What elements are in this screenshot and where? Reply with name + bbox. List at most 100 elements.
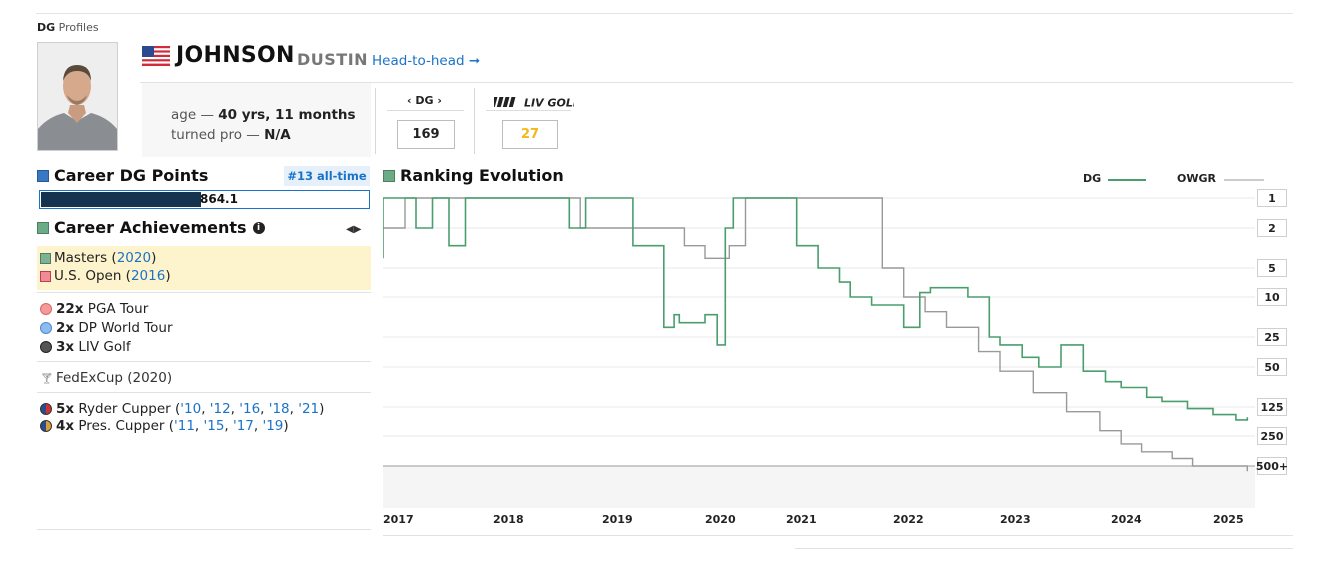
divider — [37, 361, 371, 362]
us-flag-icon — [142, 46, 170, 66]
cup-year-link[interactable]: '11 — [174, 418, 195, 434]
cup-year-link[interactable]: '10 — [180, 401, 202, 417]
rank-tick-label: 2 — [1257, 219, 1287, 237]
player-turned-pro: turned pro — N/A — [171, 127, 291, 143]
player-age: age — 40 yrs, 11 months — [171, 107, 356, 123]
year-tick-label: 2023 — [1000, 513, 1031, 526]
dg-rank-underline — [387, 110, 464, 111]
career-points-bar-fill — [41, 192, 201, 207]
year-tick-label: 2019 — [602, 513, 633, 526]
career-achievements-title-text: Career Achievements — [54, 218, 247, 237]
liv-golf-wordmark: LIV GOLF — [524, 97, 574, 110]
brand-label[interactable]: DG Profiles — [37, 21, 99, 34]
career-achievements-title: Career Achievements i — [37, 218, 265, 237]
player-bio-panel — [142, 83, 371, 157]
year-tick-label: 2018 — [493, 513, 524, 526]
rank-tick-label: 10 — [1257, 288, 1287, 306]
achievements-arrows-icon[interactable]: ◀▶ — [346, 224, 362, 235]
wins-liv-golf: 3x LIV Golf — [40, 339, 131, 355]
major-name: Masters — [54, 250, 108, 266]
legend-dg-swatch — [1108, 179, 1146, 181]
year-tick-label: 2020 — [705, 513, 736, 526]
ryder-cup: 5x Ryder Cupper ('10, '12, '16, '18, '21… — [40, 401, 324, 417]
cup-label: Pres. Cupper — [78, 418, 165, 434]
liv-rank-value: 27 — [502, 120, 558, 149]
turned-pro-value: N/A — [264, 127, 291, 143]
tour-name: DP World Tour — [78, 320, 173, 336]
rank-tick-label: 250 — [1257, 427, 1287, 445]
dg-rank-header[interactable]: ‹ DG › — [407, 94, 442, 107]
series-line-owgr — [383, 197, 1248, 472]
year-tick-label: 2025 — [1213, 513, 1244, 526]
majors-panel — [37, 246, 371, 290]
cup-year-link[interactable]: '15 — [203, 418, 225, 434]
major-us-open: U.S. Open (2016) — [40, 268, 171, 284]
pga-tour-circle-icon — [40, 303, 52, 315]
player-last-name: JOHNSON — [176, 43, 295, 68]
brand-suffix: Profiles — [58, 21, 99, 34]
page-bottom-divider — [795, 548, 1293, 549]
top-divider — [36, 13, 1293, 14]
win-count: 2x — [56, 320, 75, 336]
masters-square-icon — [40, 252, 51, 264]
ranking-evolution-title: Ranking Evolution — [383, 166, 564, 185]
unranked-zone — [383, 466, 1255, 508]
major-year-link[interactable]: 2020 — [116, 250, 152, 266]
cup-year-link[interactable]: '17 — [233, 418, 254, 434]
legend-owgr-swatch — [1224, 179, 1264, 181]
rank-tick-label: 25 — [1257, 328, 1287, 346]
major-year-link[interactable]: 2016 — [130, 268, 166, 284]
wins-pga-tour: 22x PGA Tour — [40, 301, 148, 317]
cup-year-link[interactable]: '16 — [239, 401, 261, 417]
legend-owgr-label: OWGR — [1177, 172, 1216, 185]
career-points-value: 864.1 — [200, 192, 238, 206]
info-icon[interactable]: i — [252, 221, 265, 234]
legend-owgr: OWGR — [1177, 172, 1216, 185]
ranking-evolution-title-text: Ranking Evolution — [400, 166, 564, 185]
player-first-name: DUSTIN — [297, 50, 369, 69]
cup-count: 5x — [56, 401, 75, 417]
dg-rank-value: 169 — [397, 120, 455, 149]
dp-world-tour-circle-icon — [40, 322, 52, 334]
rank-tick-label: 125 — [1257, 398, 1287, 416]
left-bottom-divider — [37, 529, 371, 530]
career-points-title: Career DG Points — [37, 166, 208, 185]
cup-year-link[interactable]: '21 — [298, 401, 320, 417]
cup-year-link[interactable]: '12 — [209, 401, 231, 417]
achievements-square-icon — [37, 221, 49, 234]
liv-golf-logo-mark: LIV GOLF — [490, 97, 581, 110]
cup-year-link[interactable]: '19 — [262, 418, 284, 434]
cup-year-link[interactable]: '18 — [268, 401, 290, 417]
liv-golf-circle-icon — [40, 341, 52, 353]
career-points-square-icon — [37, 169, 49, 182]
age-value: 40 yrs, 11 months — [218, 107, 356, 123]
win-count: 3x — [56, 339, 75, 355]
player-info-box — [140, 82, 1293, 160]
turned-pro-label: turned pro — — [171, 127, 265, 143]
liv-rank-underline — [486, 110, 571, 111]
cup-label: Ryder Cupper — [78, 401, 171, 417]
legend-dg-label: DG — [1083, 172, 1102, 185]
year-tick-label: 2017 — [383, 513, 414, 526]
tour-name: PGA Tour — [87, 301, 149, 317]
rank-tick-label: 500+ — [1256, 457, 1288, 475]
all-time-rank-badge: #13 all-time — [284, 166, 370, 186]
tour-name: LIV Golf — [78, 339, 131, 355]
chart-bottom-divider — [383, 535, 1293, 536]
legend-dg: DG — [1083, 172, 1101, 185]
rank-divider — [375, 88, 376, 154]
brand-prefix: DG — [37, 21, 56, 34]
ryder-cup-flag-icon — [40, 403, 52, 415]
cup-count: 4x — [56, 418, 75, 434]
ranking-evolution-chart — [383, 197, 1255, 508]
fedex-text: FedExCup (2020) — [55, 370, 173, 386]
divider — [37, 392, 371, 393]
head-to-head-link[interactable]: Head-to-head ➞ — [372, 53, 481, 69]
us-open-square-icon — [40, 270, 51, 282]
divider — [37, 292, 371, 293]
rank-divider — [474, 88, 475, 154]
age-label: age — — [171, 107, 219, 123]
rank-tick-label: 1 — [1257, 189, 1287, 207]
major-masters: Masters (2020) — [40, 250, 156, 266]
major-name: U.S. Open — [54, 268, 122, 284]
